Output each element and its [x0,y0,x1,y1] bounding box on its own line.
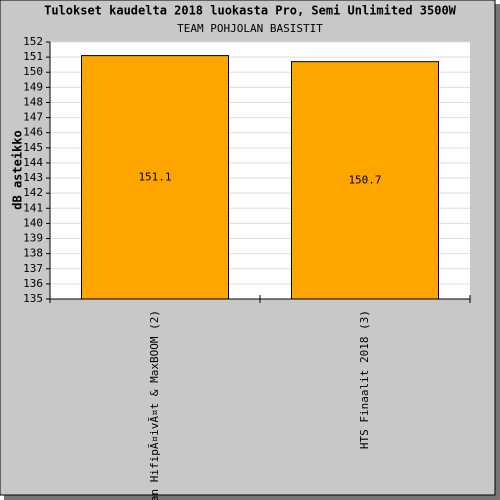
y-tick-label: 142 [23,186,43,199]
chart-title: Tulokset kaudelta 2018 luokasta Pro, Sem… [44,4,457,18]
y-tick-label: 135 [23,292,43,305]
bar [81,55,229,300]
value-label: 150.7 [348,173,381,186]
chart-subtitle: TEAM POHJOLAN BASISTIT [177,22,323,35]
y-tick-label: 150 [23,65,43,78]
y-tick-label: 149 [23,80,43,93]
x-tick-label: ssan HifipÃ¤ivÃ¤t & MaxBOOM (2) [148,310,161,500]
y-tick-label: 145 [23,141,43,154]
y-tick-label: 151 [23,50,43,63]
bar [291,61,439,300]
y-tick-label: 140 [23,216,43,229]
value-label: 151.1 [138,170,171,183]
y-tick-label: 143 [23,171,43,184]
y-tick-label: 136 [23,277,43,290]
y-tick-label: 147 [23,111,43,124]
y-tick-label: 137 [23,262,43,275]
y-tick-label: 146 [23,126,43,139]
y-axis-label: dB asteikko [11,130,25,209]
y-tick-label: 139 [23,232,43,245]
y-tick-label: 152 [23,35,43,48]
y-tick-label: 141 [23,201,43,214]
y-tick-label: 148 [23,95,43,108]
y-tick-label: 144 [23,156,43,169]
y-tick-label: 138 [23,247,43,260]
x-tick-label: HTS Finaalit 2018 (3) [358,310,371,449]
